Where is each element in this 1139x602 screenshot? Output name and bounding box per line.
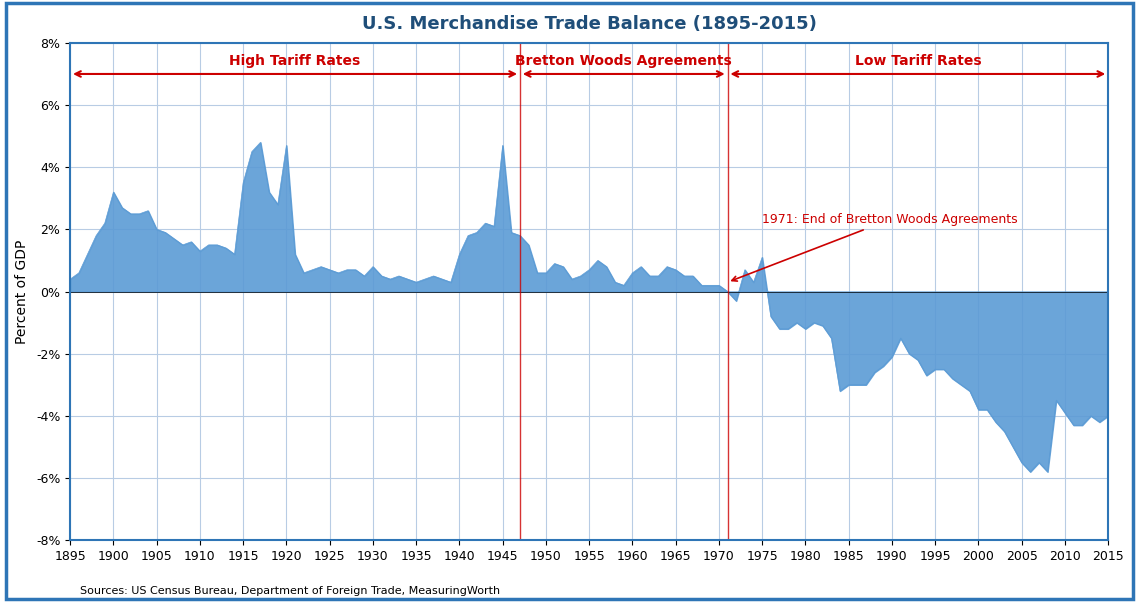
Text: High Tariff Rates: High Tariff Rates xyxy=(229,54,361,68)
Y-axis label: Percent of GDP: Percent of GDP xyxy=(15,240,28,344)
Text: 1971: End of Bretton Woods Agreements: 1971: End of Bretton Woods Agreements xyxy=(732,213,1018,281)
Text: Bretton Woods Agreements: Bretton Woods Agreements xyxy=(515,54,732,68)
Text: Low Tariff Rates: Low Tariff Rates xyxy=(854,54,981,68)
Text: Sources: US Census Bureau, Department of Foreign Trade, MeasuringWorth: Sources: US Census Bureau, Department of… xyxy=(80,586,500,596)
Title: U.S. Merchandise Trade Balance (1895-2015): U.S. Merchandise Trade Balance (1895-201… xyxy=(362,15,817,33)
